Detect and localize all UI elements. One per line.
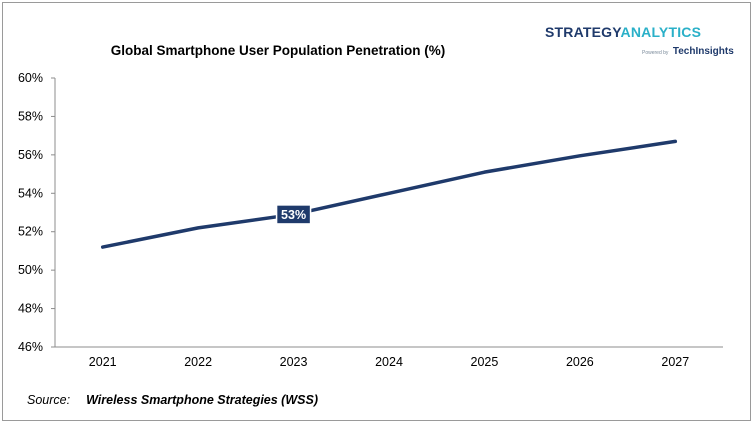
y-tick-label: 56% (18, 148, 43, 162)
y-tick-label: 50% (18, 263, 43, 277)
x-tick-label: 2022 (184, 355, 212, 369)
x-tick-label: 2023 (280, 355, 308, 369)
x-tick-label: 2021 (89, 355, 117, 369)
y-tick-label: 52% (18, 225, 43, 239)
y-axis: 46% 48% 50% 52% 54% 56% 58% 60% (18, 71, 56, 354)
data-label: 53% (281, 208, 306, 222)
y-tick-label: 60% (18, 71, 43, 85)
series-line (100, 139, 678, 249)
data-label-box (275, 204, 312, 225)
powered-by-text: Powered by (642, 50, 669, 56)
brand-powered-by: Powered by TechInsights (642, 41, 734, 59)
y-tick-label: 48% (18, 302, 43, 316)
source-note: Source: Wireless Smartphone Strategies (W… (27, 393, 318, 407)
brand-name-part2: ANALYTICS (620, 24, 702, 40)
annotation-layer: 53% (275, 204, 312, 225)
x-tick-label: 2025 (471, 355, 499, 369)
x-axis: 2021 2022 2023 2024 2025 2026 2027 (55, 346, 723, 369)
series-layer (100, 139, 678, 249)
x-tick-label: 2026 (566, 355, 594, 369)
source-label: Source: (27, 393, 71, 407)
x-tick-label: 2024 (375, 355, 403, 369)
y-tick-label: 58% (18, 109, 43, 123)
brand-name-part1: STRATEGY (545, 24, 621, 40)
brand-logo: STRATEGYANALYTICS (545, 24, 701, 40)
source-value: Wireless Smartphone Strategies (WSS) (86, 393, 318, 407)
chart-frame (2, 2, 751, 421)
chart-title: Global Smartphone User Population Penetr… (111, 43, 446, 58)
y-tick-label: 46% (18, 340, 43, 354)
x-tick-label: 2027 (661, 355, 689, 369)
y-tick-label: 54% (18, 186, 43, 200)
techinsights-text: TechInsights (672, 46, 734, 57)
